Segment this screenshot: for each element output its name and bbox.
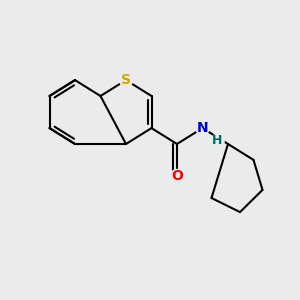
- Text: O: O: [171, 169, 183, 183]
- Text: H: H: [212, 134, 223, 148]
- Circle shape: [170, 169, 184, 183]
- Text: S: S: [121, 73, 131, 87]
- Text: H: H: [212, 134, 223, 148]
- Circle shape: [119, 74, 133, 87]
- Circle shape: [196, 122, 209, 135]
- Text: S: S: [121, 73, 131, 87]
- Text: N: N: [197, 121, 208, 135]
- Text: O: O: [171, 169, 183, 183]
- Text: N: N: [197, 121, 208, 135]
- Circle shape: [211, 134, 224, 148]
